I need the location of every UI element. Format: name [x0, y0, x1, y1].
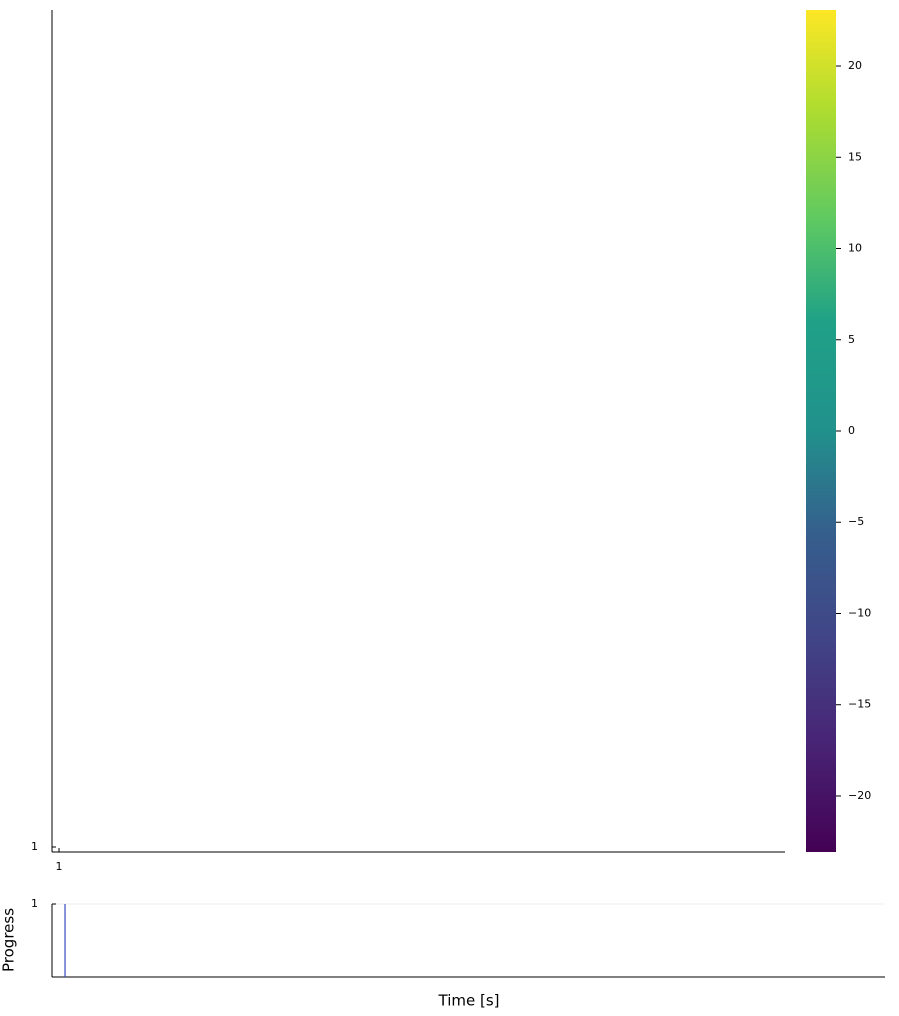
colorbar-tick-label: −20: [848, 789, 871, 802]
colorbar-tick-label: 10: [848, 242, 862, 255]
colorbar-tick-label: 20: [848, 59, 862, 72]
colorbar-tick-label: −15: [848, 698, 871, 711]
y-tick-label: 1: [31, 897, 38, 910]
colorbar-tick-label: −10: [848, 606, 871, 619]
y-tick-label: 1: [31, 840, 38, 853]
colorbar-tick-label: 15: [848, 150, 862, 163]
colorbar: [806, 10, 836, 852]
colorbar-tick-label: 0: [848, 424, 855, 437]
x-tick-label: 1: [55, 860, 62, 873]
y-axis-label: Progress: [0, 908, 18, 972]
colorbar-tick-label: −5: [848, 515, 864, 528]
colorbar-tick-label: 5: [848, 333, 855, 346]
x-axis-label: Time [s]: [438, 992, 500, 1010]
